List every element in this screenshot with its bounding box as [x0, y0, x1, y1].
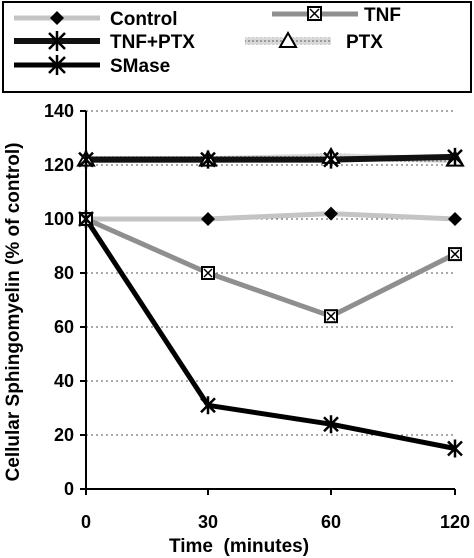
data-point-tnf-x [326, 311, 336, 321]
y-axis-title: Cellular Sphingomyelin (% of control) [3, 143, 24, 482]
legend-item-ptx: PTX [245, 30, 383, 53]
legend-label-smase: SMase [110, 56, 170, 77]
tick-labels: 0 20 40 60 80 100 120 140 0 30 60 120 [44, 101, 470, 532]
x-tick-label: 120 [440, 512, 470, 532]
series-markers [76, 146, 465, 458]
legend-label-tnf: TNF [364, 5, 401, 26]
series-line-control [86, 211, 456, 222]
y-tick-label: 0 [64, 479, 74, 499]
series-lines [83, 153, 457, 451]
legend-marker-tnf-x [309, 8, 320, 19]
x-tick-label: 30 [198, 512, 218, 532]
legend-item-tnf: TNF [272, 5, 401, 26]
x-tick-label: 60 [321, 512, 341, 532]
data-point-control [201, 212, 215, 226]
x-tick-label: 0 [81, 512, 91, 532]
legend-item-control: Control [14, 9, 178, 30]
series-line-tnf-ptx [86, 153, 456, 163]
data-point-tnf-ptx [447, 147, 463, 166]
data-point-tnf-ptx [323, 150, 339, 169]
data-point-control [324, 206, 338, 221]
x-axis-title: Time (minutes) [169, 536, 309, 557]
data-point-tnf [448, 247, 462, 262]
y-tick-label: 60 [54, 317, 74, 337]
data-point-control [448, 212, 462, 226]
data-point-tnf-x [203, 268, 213, 278]
y-tick-label: 120 [44, 155, 74, 175]
legend-item-tnf-ptx: TNF+PTX [14, 31, 195, 53]
series-line-tnf [84, 216, 457, 319]
data-point-tnf-ptx [200, 150, 216, 169]
legend-marker-tnf-ptx [48, 31, 66, 51]
legend-item-smase: SMase [14, 55, 170, 77]
y-tick-label: 140 [44, 101, 74, 121]
axes [80, 110, 456, 495]
data-point-smase [78, 210, 94, 228]
legend-label-tnf-ptx: TNF+PTX [110, 32, 195, 53]
data-point-smase [200, 396, 216, 415]
y-tick-label: 80 [54, 263, 74, 283]
legend-marker-smase [48, 55, 66, 75]
data-point-tnf [201, 266, 215, 280]
y-tick-label: 20 [54, 425, 74, 445]
series-line-smase [83, 217, 456, 451]
legend-marker-control [50, 11, 64, 25]
data-point-tnf-ptx [78, 150, 94, 169]
legend-marker-ptx [278, 30, 298, 48]
y-tick-label: 40 [54, 371, 74, 391]
data-point-tnf [324, 309, 338, 324]
data-point-tnf-x [450, 249, 460, 259]
legend-label-control: Control [110, 9, 178, 30]
data-point-smase [447, 439, 463, 458]
legend-label-ptx: PTX [346, 32, 383, 53]
legend: Control TNF TNF+PTX PTX SMase [2, 1, 472, 93]
data-point-smase [323, 415, 339, 434]
y-tick-label: 100 [44, 209, 74, 229]
